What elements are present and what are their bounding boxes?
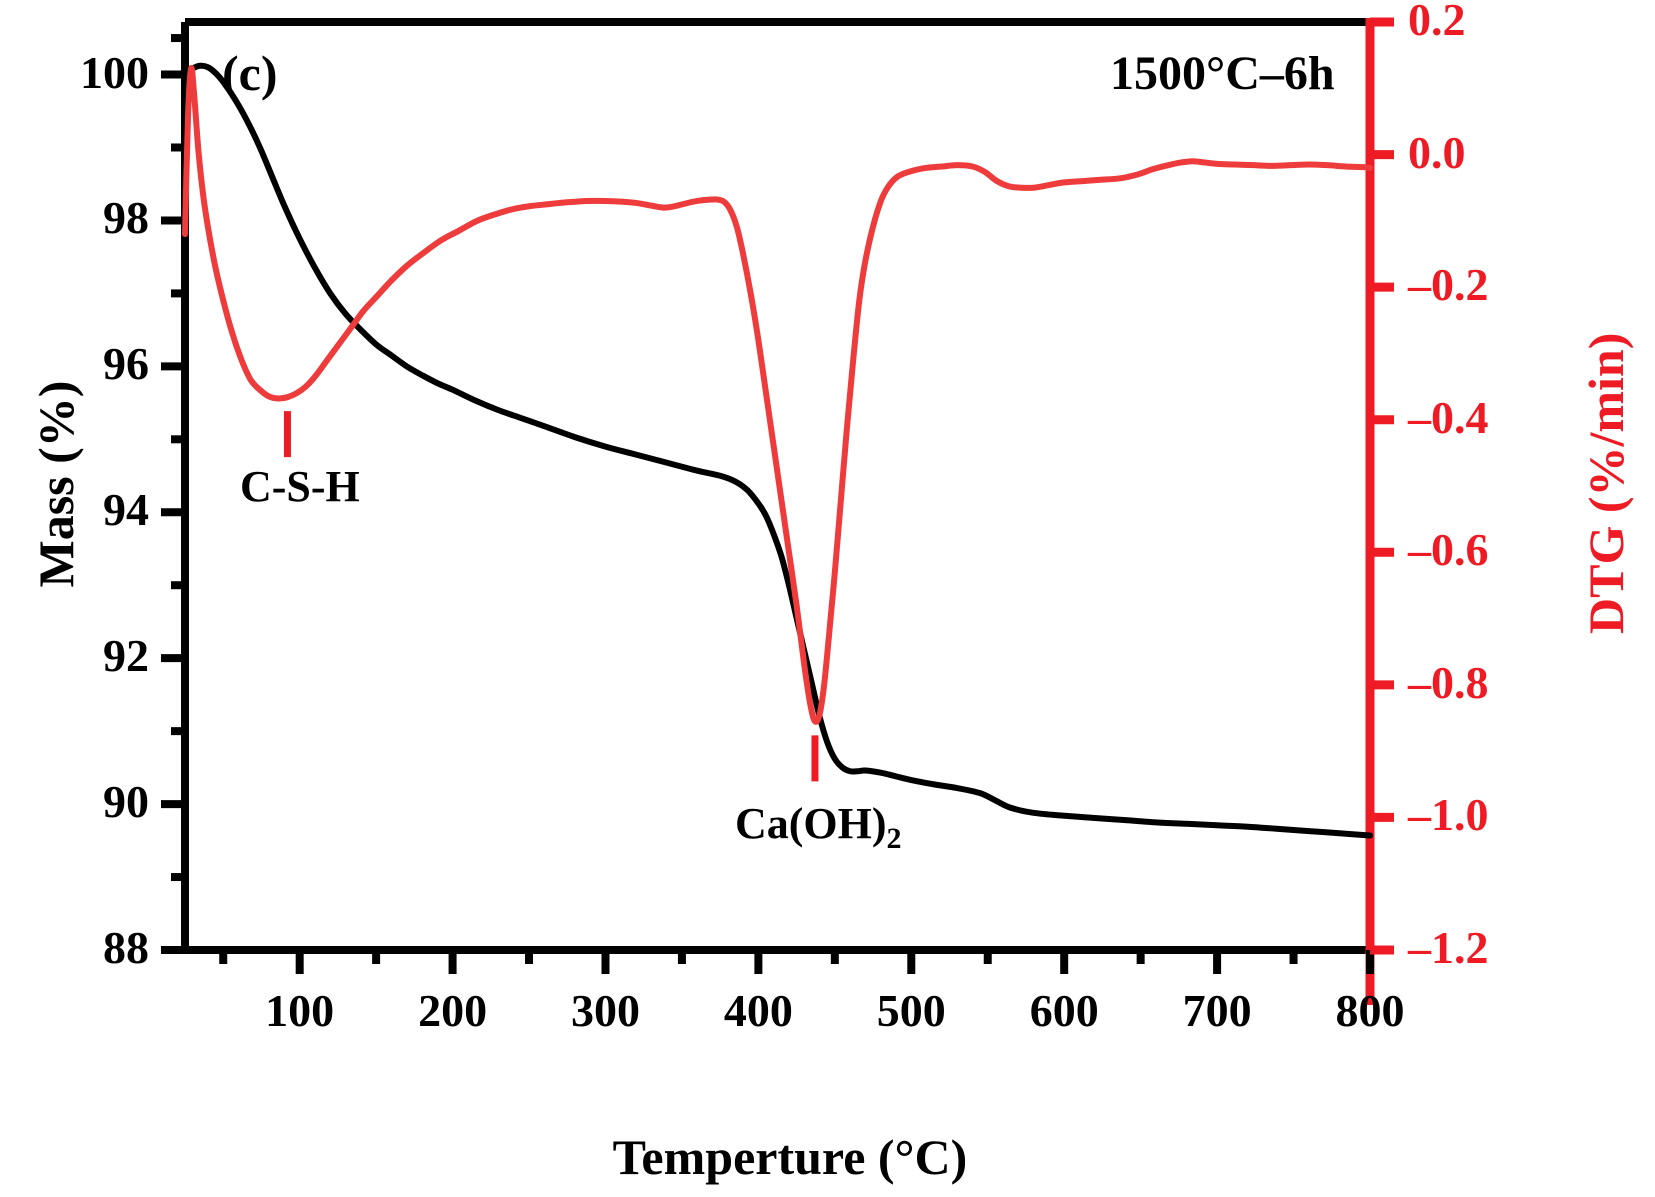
axes-frame [181, 18, 1375, 1005]
x-tick-label: 700 [1182, 985, 1252, 1036]
axis-ticks [161, 17, 1394, 974]
x-tick-label: 200 [418, 985, 488, 1036]
tg-mass-curve [182, 62, 1373, 839]
y-left-tick-label: 88 [103, 922, 149, 973]
y-right-tick-label: –0.6 [1408, 524, 1489, 576]
y-right-tick-label: –1.0 [1408, 789, 1489, 841]
y-left-tick-label: 96 [103, 338, 149, 390]
y-right-tick-label: –0.2 [1408, 259, 1489, 311]
annotation-ca-oh-2: Ca(OH)2 [735, 798, 902, 856]
y-left-tick-label: 90 [103, 776, 149, 828]
y-right-tick-label: –0.4 [1408, 391, 1489, 443]
y-left-tick-label: 100 [80, 46, 149, 98]
y-left-tick-label: 94 [103, 484, 149, 536]
annotation-markers [283, 411, 819, 782]
x-tick-label: 600 [1029, 985, 1099, 1036]
x-tick-label: 300 [570, 985, 640, 1036]
y-right-tick-label: 0.0 [1408, 126, 1466, 178]
data-series [182, 62, 1373, 839]
x-tick-label: 800 [1335, 985, 1405, 1036]
x-axis-title: Temperture (°C) [612, 1129, 968, 1185]
x-tick-label: 500 [876, 985, 946, 1036]
annotation-ca-oh-2-subscript: 2 [886, 821, 902, 855]
y-right-tick-label: –1.2 [1408, 922, 1489, 973]
y-right-tick-label: –0.8 [1408, 656, 1489, 708]
x-tick-label: 400 [723, 985, 793, 1036]
y-axis-right-title: DTG (%/min) [1578, 332, 1634, 634]
panel-label: (c) [222, 45, 278, 101]
y-left-tick-label: 92 [103, 630, 149, 682]
dtg-curve [182, 64, 1373, 725]
x-tick-label: 100 [265, 985, 335, 1036]
annotation-c-s-h: C-S-H [240, 462, 360, 511]
y-right-tick-label: 0.2 [1408, 0, 1466, 45]
annotation-ca-oh-2-main: Ca(OH) [735, 799, 887, 848]
y-left-tick-label: 98 [103, 192, 149, 244]
condition-label: 1500°C–6h [1110, 47, 1335, 100]
